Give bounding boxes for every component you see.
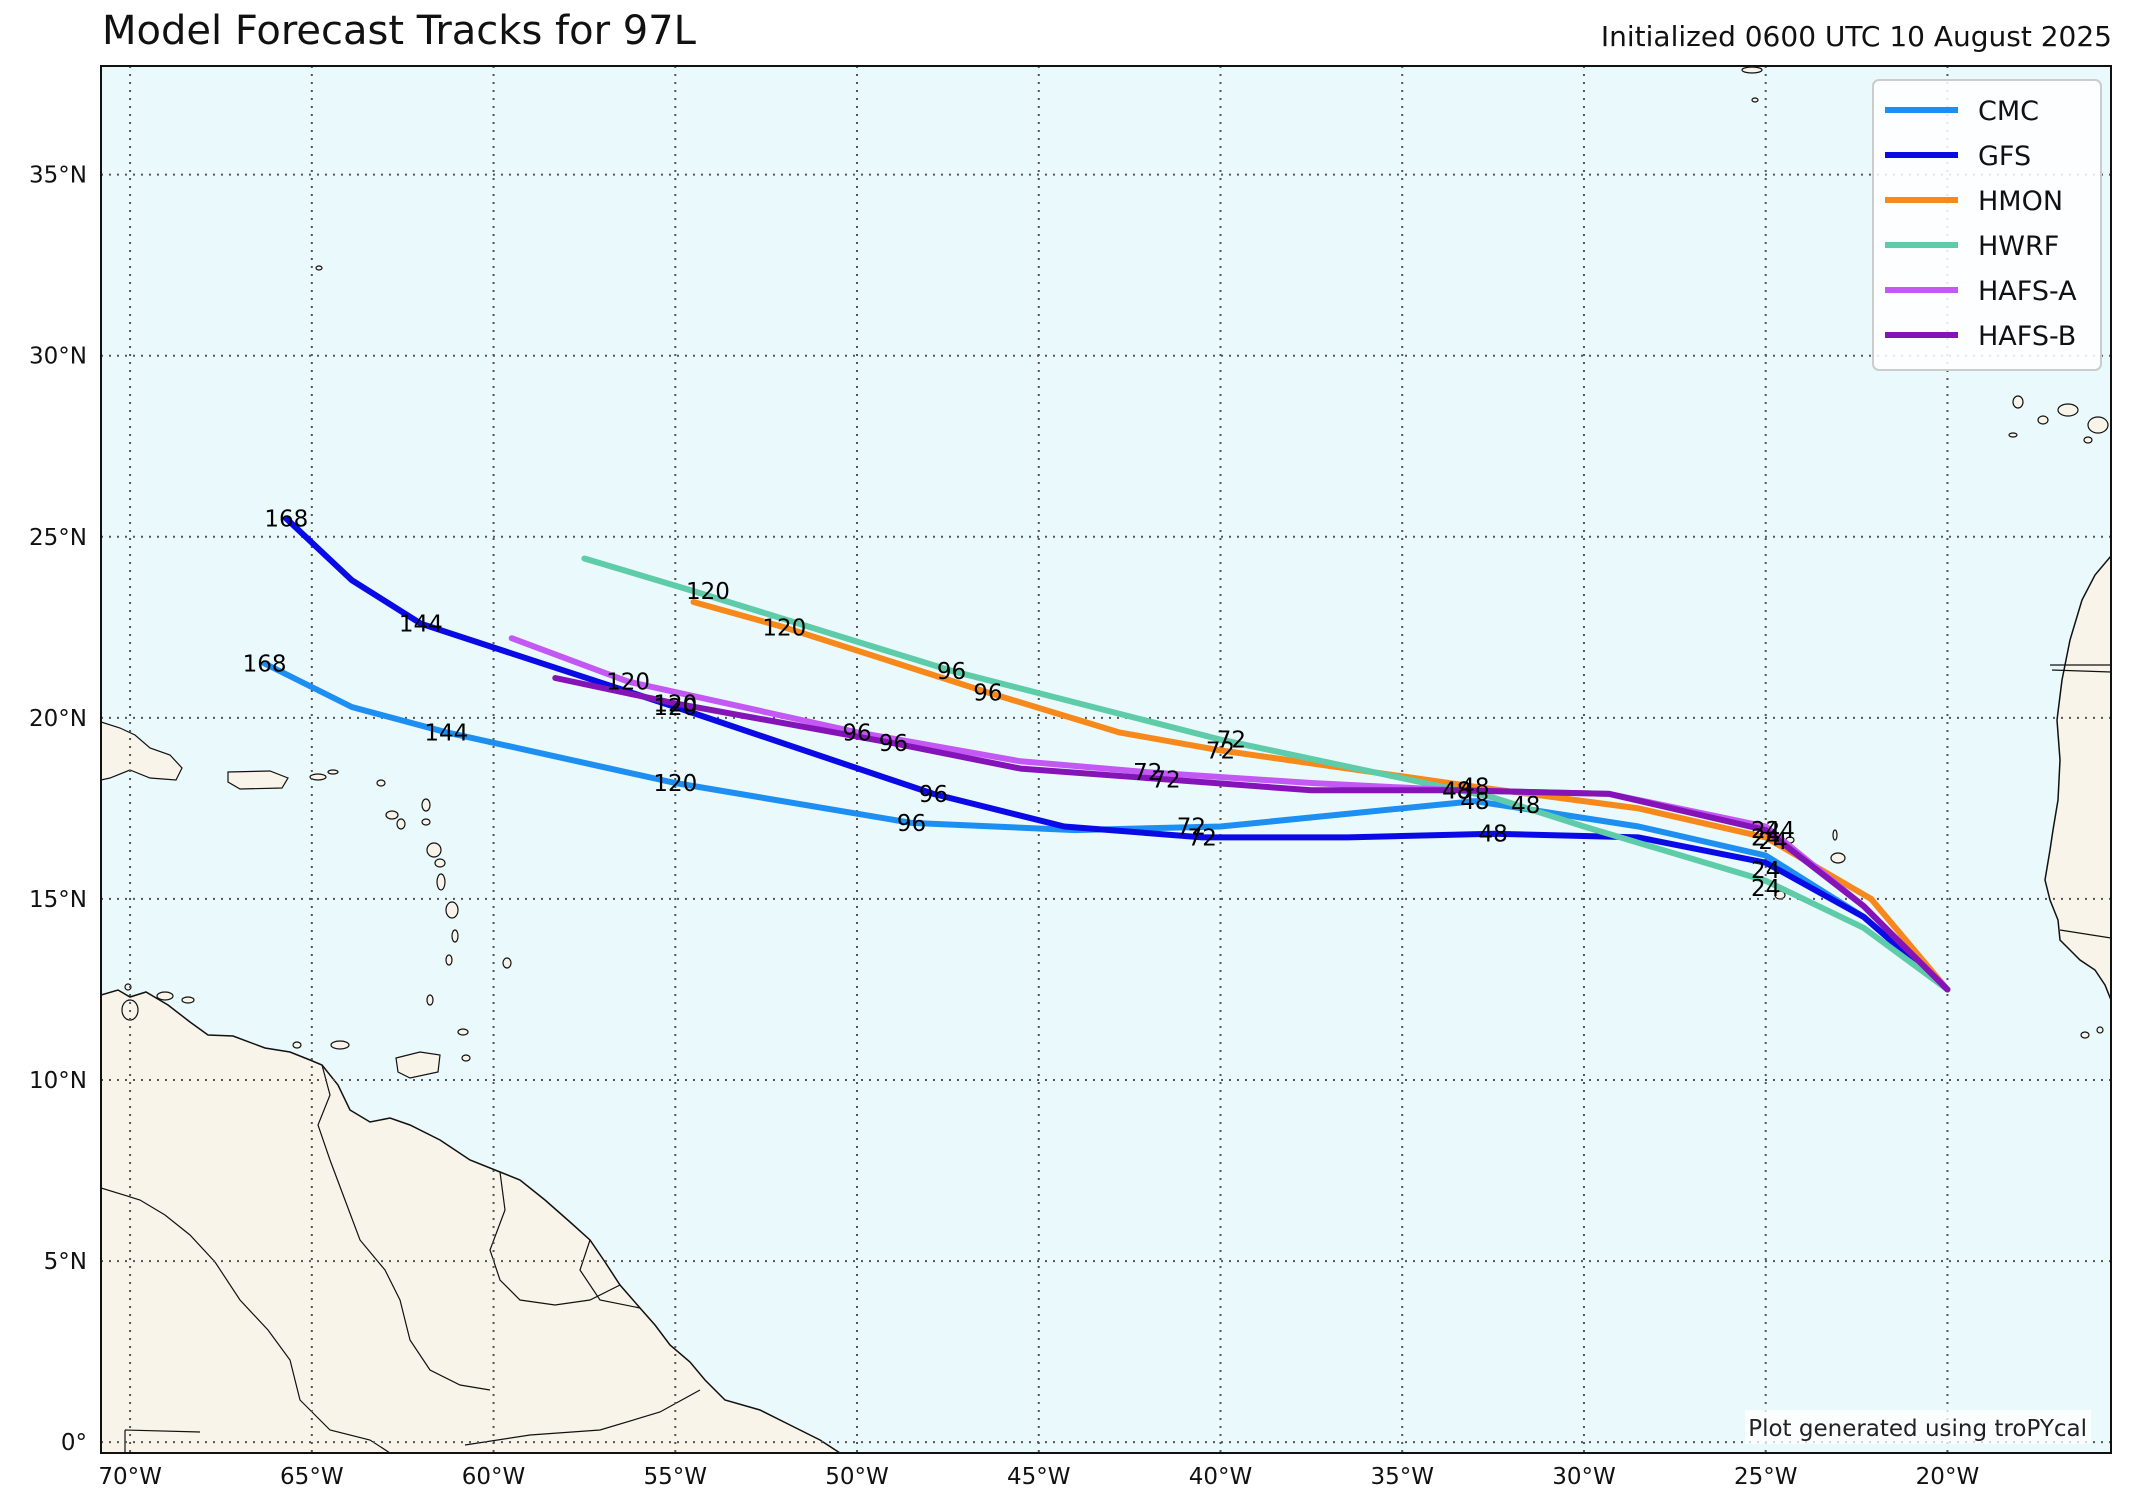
forecast-hour-label: 96 [879, 731, 908, 757]
forecast-hour-label: 96 [919, 782, 948, 808]
legend-label-hwrf: HWRF [1978, 231, 2059, 262]
x-tick-label: 35°W [1370, 1464, 1434, 1490]
x-tick-label: 55°W [644, 1464, 708, 1490]
track-hwrf [581, 555, 1951, 993]
forecast-hour-label: 48 [1442, 778, 1471, 804]
forecast-hour-label: 168 [264, 507, 308, 533]
y-tick-label: 20°N [29, 706, 87, 732]
forecast-hour-label: 48 [1478, 822, 1507, 848]
forecast-hour-label: 48 [1442, 778, 1471, 804]
credit-text: Plot generated using troPYcal [1748, 1416, 2087, 1442]
forecast-hour-label: 96 [973, 681, 1002, 707]
forecast-hour-label: 120 [653, 695, 697, 721]
y-tick-label: 30°N [29, 344, 87, 370]
forecast-hour-label: 96 [842, 720, 871, 746]
forecast-hour-label: 96 [937, 659, 966, 685]
forecast-hour-label: 144 [424, 720, 468, 746]
forecast-hour-label: 24 [1766, 818, 1795, 844]
x-tick-label: 50°W [825, 1464, 889, 1490]
y-axis-ticks: 0° 5°N 10°N 15°N 20°N 25°N 30°N 35°N [29, 163, 87, 1456]
y-tick-label: 5°N [44, 1249, 87, 1275]
model-tracks [261, 515, 1951, 993]
forecast-hour-label: 48 [1460, 789, 1489, 815]
lesser-antilles-islands [121, 66, 1763, 1062]
x-tick-label: 70°W [98, 1464, 162, 1490]
chart-subtitle: Initialized 0600 UTC 10 August 2025 [1600, 20, 2112, 53]
island-trinidad [395, 1051, 441, 1079]
legend-label-cmc: CMC [1978, 96, 2039, 127]
forecast-hour-label: 24 [1751, 825, 1780, 851]
forecast-hour-label: 120 [686, 579, 730, 605]
forecast-hour-label: 24 [1751, 818, 1780, 844]
forecast-hour-label: 168 [243, 652, 287, 678]
x-tick-label: 40°W [1189, 1464, 1253, 1490]
legend-label-gfs: GFS [1978, 141, 2031, 172]
country-border [101, 1187, 391, 1453]
forecast-hour-label: 72 [1151, 767, 1180, 793]
south-america-landmass [101, 989, 842, 1453]
forecast-hour-label: 24 [1758, 829, 1787, 855]
forecast-hour-label: 72 [1217, 728, 1246, 754]
credit-background [1745, 1410, 2091, 1444]
x-tick-label: 60°W [462, 1464, 526, 1490]
legend: CMC GFS HMON HWRF HAFS-A HAFS-B [1872, 79, 2102, 371]
forecast-hour-label: 120 [653, 771, 697, 797]
forecast-hour-label: 72 [1206, 738, 1235, 764]
forecast-hour-labels: 24 48 72 96 120 144 168 24 48 72 96 120 144 168 24 48 72… [243, 507, 1795, 902]
x-tick-label: 25°W [1734, 1464, 1798, 1490]
forecast-hour-label: 48 [1511, 793, 1540, 819]
country-border [489, 1171, 621, 1306]
forecast-hour-label: 144 [399, 612, 443, 638]
cape-verde-islands [2008, 395, 2109, 444]
x-tick-label: 65°W [280, 1464, 344, 1490]
y-tick-label: 0° [61, 1430, 87, 1456]
track-gfs [283, 515, 1951, 993]
chart-title: Model Forecast Tracks for 97L [102, 8, 696, 54]
y-tick-label: 25°N [29, 525, 87, 551]
forecast-hour-label: 120 [653, 691, 697, 717]
plot-frame [100, 65, 2112, 1454]
y-tick-label: 35°N [29, 163, 87, 189]
legend-label-hafs-b: HAFS-B [1978, 321, 2076, 352]
track-hafs-b [552, 675, 1951, 993]
x-axis-ticks: 70°W 65°W 60°W 55°W 50°W 45°W 40°W 35°W 30°W 25°W… [98, 1464, 1979, 1490]
forecast-hour-label: 72 [1177, 814, 1206, 840]
forecast-hour-label: 24 [1751, 858, 1780, 884]
africa-border [2050, 664, 2111, 939]
africa-west-coast [2044, 554, 2111, 1001]
track-cmc [261, 660, 1951, 993]
y-tick-label: 15°N [29, 887, 87, 913]
legend-label-hmon: HMON [1978, 186, 2063, 217]
forecast-hour-label: 96 [897, 811, 926, 837]
legend-label-hafs-a: HAFS-A [1978, 276, 2077, 307]
west-africa-islands [1774, 829, 2104, 1039]
forecast-hour-label: 48 [1460, 775, 1489, 801]
forecast-hour-label: 120 [762, 615, 806, 641]
land-layer [101, 66, 2111, 1453]
country-border [464, 1389, 701, 1446]
island-puerto-rico [227, 770, 289, 790]
x-tick-label: 20°W [1916, 1464, 1980, 1490]
forecast-hour-label: 24 [1751, 876, 1780, 902]
forecast-hour-label: 120 [606, 670, 650, 696]
y-tick-label: 10°N [29, 1068, 87, 1094]
forecast-hour-label: 72 [1188, 825, 1217, 851]
x-tick-label: 45°W [1007, 1464, 1071, 1490]
country-border [317, 1064, 491, 1391]
x-tick-label: 30°W [1552, 1464, 1616, 1490]
island-hispaniola [101, 721, 183, 781]
country-border [579, 1239, 641, 1309]
forecast-hour-label: 72 [1133, 760, 1162, 786]
